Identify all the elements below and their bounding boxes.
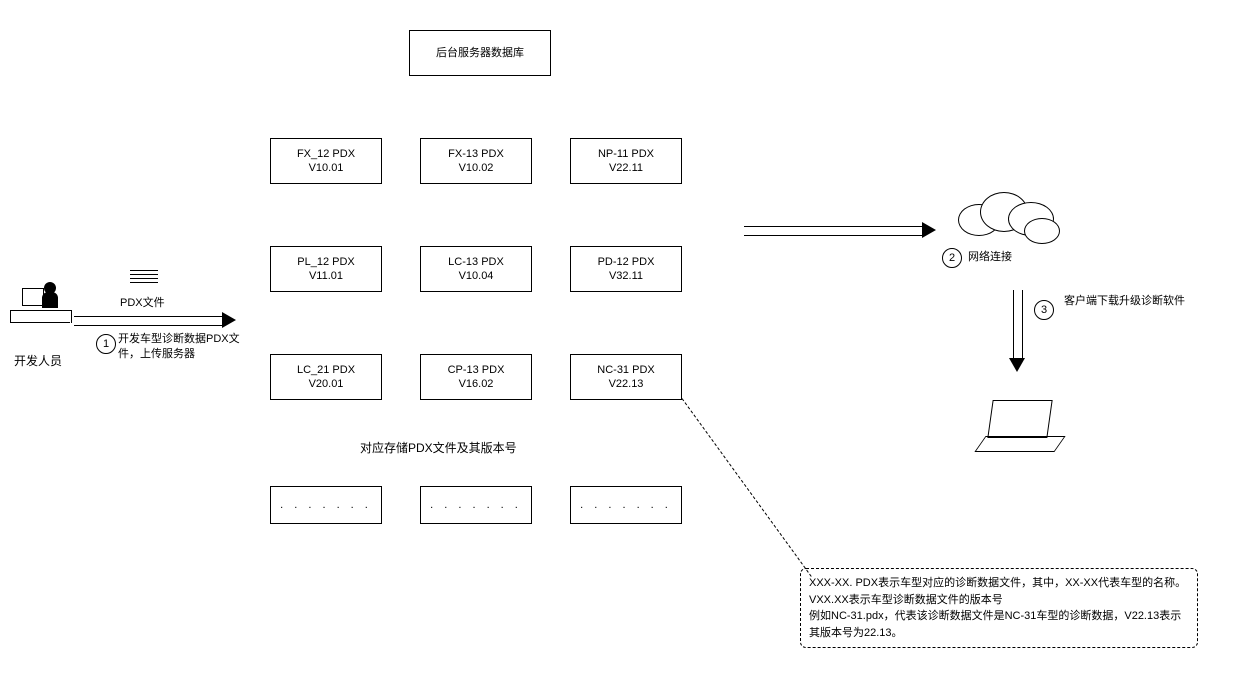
pdx-box-5: LC-13 PDX V10.04 bbox=[420, 246, 532, 292]
step-3-label: 客户端下载升级诊断软件 bbox=[1064, 294, 1214, 309]
arrow-step-2 bbox=[744, 226, 924, 236]
document-icon bbox=[130, 270, 158, 286]
mapping-label: 对应存储PDX文件及其版本号 bbox=[360, 440, 517, 457]
cloud-icon bbox=[958, 188, 1068, 248]
pdx-box-version: V11.01 bbox=[309, 269, 343, 283]
pdx-box-6: PD-12 PDX V32.11 bbox=[570, 246, 682, 292]
arrow-head-icon bbox=[222, 312, 236, 328]
note-line: 例如NC-31.pdx，代表该诊断数据文件是NC-31车型的诊断数据，V22.1… bbox=[809, 608, 1189, 641]
pdx-box-version: V10.02 bbox=[459, 161, 494, 175]
step-2-circle: 2 bbox=[942, 248, 962, 268]
explanation-note: XXX-XX. PDX表示车型对应的诊断数据文件，其中，XX-XX代表车型的名称… bbox=[800, 568, 1198, 648]
pdx-box-7: LC_21 PDX V20.01 bbox=[270, 354, 382, 400]
pdx-box-version: V32.11 bbox=[609, 269, 643, 283]
pdx-box-label: LC-13 PDX bbox=[448, 255, 504, 269]
step-1-circle: 1 bbox=[96, 334, 116, 354]
note-line: XXX-XX. PDX表示车型对应的诊断数据文件，其中，XX-XX代表车型的名称… bbox=[809, 575, 1189, 592]
arrow-head-icon bbox=[1009, 358, 1025, 372]
pdx-box-1: FX_12 PDX V10.01 bbox=[270, 138, 382, 184]
pdx-box-label: LC_21 PDX bbox=[297, 363, 355, 377]
server-db-box: 后台服务器数据库 bbox=[409, 30, 551, 76]
step-number: 2 bbox=[949, 252, 955, 264]
step-2-label: 网络连接 bbox=[968, 250, 1012, 265]
pdx-box-ellipsis-1: . . . . . . . bbox=[270, 486, 382, 524]
laptop-icon bbox=[990, 400, 1050, 438]
step-number: 3 bbox=[1041, 304, 1047, 316]
pdx-box-label: CP-13 PDX bbox=[448, 363, 505, 377]
pdx-box-label: PL_12 PDX bbox=[297, 255, 354, 269]
pdx-box-version: V10.04 bbox=[459, 269, 494, 283]
ellipsis: . . . . . . . bbox=[430, 498, 522, 512]
pdx-box-label: FX-13 PDX bbox=[448, 147, 504, 161]
arrow-step-3 bbox=[1013, 290, 1023, 360]
ellipsis: . . . . . . . bbox=[280, 498, 372, 512]
pdx-box-label: NP-11 PDX bbox=[598, 147, 654, 161]
dashed-connector bbox=[682, 398, 812, 577]
step-number: 1 bbox=[103, 338, 109, 350]
pdx-box-ellipsis-3: . . . . . . . bbox=[570, 486, 682, 524]
pdx-box-version: V20.01 bbox=[309, 377, 344, 391]
doc-label: PDX文件 bbox=[120, 296, 165, 311]
pdx-box-ellipsis-2: . . . . . . . bbox=[420, 486, 532, 524]
pdx-box-2: FX-13 PDX V10.02 bbox=[420, 138, 532, 184]
step-1-label: 开发车型诊断数据PDX文件，上传服务器 bbox=[118, 332, 246, 363]
arrow-step-1 bbox=[74, 316, 224, 326]
arrow-head-icon bbox=[922, 222, 936, 238]
pdx-box-version: V10.01 bbox=[309, 161, 344, 175]
pdx-box-label: PD-12 PDX bbox=[598, 255, 655, 269]
pdx-box-label: NC-31 PDX bbox=[597, 363, 654, 377]
pdx-box-9: NC-31 PDX V22.13 bbox=[570, 354, 682, 400]
ellipsis: . . . . . . . bbox=[580, 498, 672, 512]
pdx-box-4: PL_12 PDX V11.01 bbox=[270, 246, 382, 292]
pdx-box-version: V16.02 bbox=[459, 377, 494, 391]
note-line: VXX.XX表示车型诊断数据文件的版本号 bbox=[809, 592, 1189, 609]
pdx-box-8: CP-13 PDX V16.02 bbox=[420, 354, 532, 400]
diagram-canvas: { "diagram": { "type": "flowchart", "bac… bbox=[0, 0, 1240, 694]
pdx-box-version: V22.13 bbox=[609, 377, 644, 391]
pdx-box-version: V22.11 bbox=[609, 161, 643, 175]
step-3-circle: 3 bbox=[1034, 300, 1054, 320]
pdx-box-3: NP-11 PDX V22.11 bbox=[570, 138, 682, 184]
developer-label: 开发人员 bbox=[14, 352, 62, 369]
developer-icon bbox=[10, 310, 72, 323]
server-db-label: 后台服务器数据库 bbox=[436, 46, 524, 60]
pdx-box-label: FX_12 PDX bbox=[297, 147, 355, 161]
